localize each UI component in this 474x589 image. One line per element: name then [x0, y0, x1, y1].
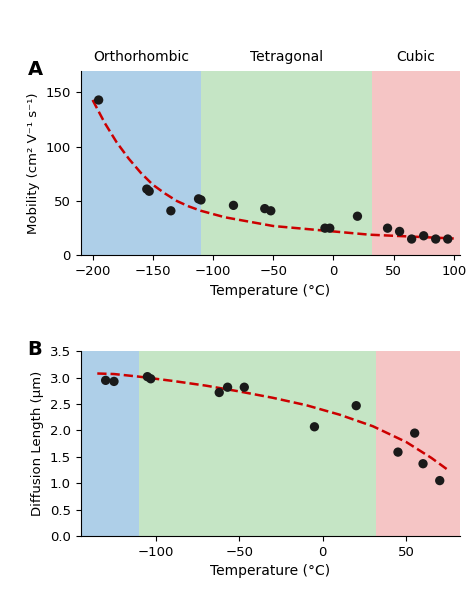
Point [197, 195, 205, 204]
Point [240, 382, 248, 392]
X-axis label: Temperature (°C): Temperature (°C) [210, 564, 330, 578]
Point [408, 234, 415, 244]
Y-axis label: Diffusion Length (μm): Diffusion Length (μm) [31, 371, 44, 517]
Bar [201, 71, 372, 255]
Point [143, 184, 151, 194]
Point [147, 374, 155, 383]
Bar [139, 352, 376, 536]
Bar [81, 71, 201, 255]
Point [310, 422, 318, 432]
Point [352, 401, 360, 411]
Point [102, 376, 109, 385]
Point [261, 204, 269, 213]
Point [321, 223, 329, 233]
Point [444, 234, 452, 244]
Bar [376, 352, 460, 536]
Point [216, 388, 223, 397]
Point [419, 459, 427, 468]
Point [436, 476, 444, 485]
Point [144, 372, 151, 382]
X-axis label: Temperature (°C): Temperature (°C) [210, 284, 330, 297]
Bar [372, 71, 460, 255]
Point [110, 377, 118, 386]
Bar [81, 352, 139, 536]
Point [224, 382, 231, 392]
Point [384, 223, 392, 233]
Point [326, 223, 334, 233]
Text: Tetragonal: Tetragonal [250, 50, 323, 64]
Point [354, 211, 361, 221]
Point [432, 234, 439, 244]
Y-axis label: Mobility (cm² V⁻¹ s⁻¹): Mobility (cm² V⁻¹ s⁻¹) [27, 92, 40, 234]
Point [420, 231, 428, 240]
Text: Orthorhombic: Orthorhombic [93, 50, 189, 64]
Point [167, 206, 174, 216]
Text: Cubic: Cubic [396, 50, 435, 64]
Point [396, 227, 403, 236]
Point [195, 194, 202, 204]
Point [267, 206, 274, 216]
Point [411, 428, 419, 438]
Point [95, 95, 102, 105]
Point [230, 201, 237, 210]
Text: A: A [27, 59, 43, 78]
Text: B: B [27, 340, 42, 359]
Point [394, 448, 402, 457]
Point [146, 187, 153, 196]
